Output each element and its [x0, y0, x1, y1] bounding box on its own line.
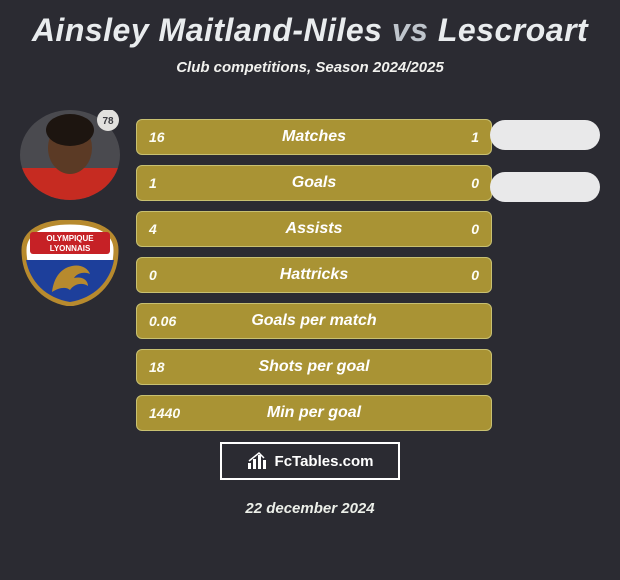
date-text: 22 december 2024	[0, 500, 620, 517]
stat-bars: 16 Matches 1 1 Goals 0 4 Assists 0 0 Hat…	[136, 119, 492, 441]
right-oblongs	[490, 120, 600, 224]
stat-row-min-per-goal: 1440 Min per goal	[136, 395, 492, 431]
page-title: Ainsley Maitland-Niles vs Lescroart	[0, 0, 620, 49]
svg-text:LYONNAIS: LYONNAIS	[50, 244, 91, 253]
stat-label: Assists	[137, 220, 491, 238]
brand-box: FcTables.com	[220, 442, 400, 480]
player2-name: Lescroart	[438, 12, 588, 48]
oblong-2	[490, 172, 600, 202]
stat-label: Matches	[137, 128, 491, 146]
brand-text: FcTables.com	[275, 453, 374, 470]
stat-label: Min per goal	[137, 404, 491, 422]
player1-avatar-svg: 78	[20, 110, 120, 200]
stat-row-goals: 1 Goals 0	[136, 165, 492, 201]
crest-svg: OLYMPIQUE LYONNAIS	[20, 220, 120, 306]
stat-row-hattricks: 0 Hattricks 0	[136, 257, 492, 293]
avatar-column: 78 OLYMPIQUE LYONNAIS	[20, 110, 120, 306]
player1-avatar: 78	[20, 110, 120, 200]
stat-label: Goals per match	[137, 312, 491, 330]
stat-label: Shots per goal	[137, 358, 491, 376]
oblong-1	[490, 120, 600, 150]
player2-crest: OLYMPIQUE LYONNAIS	[20, 220, 120, 306]
player1-name: Ainsley Maitland-Niles	[32, 12, 383, 48]
brand-bars-icon	[247, 451, 269, 471]
svg-text:78: 78	[102, 116, 114, 127]
stat-row-shots-per-goal: 18 Shots per goal	[136, 349, 492, 385]
stat-label: Goals	[137, 174, 491, 192]
stat-label: Hattricks	[137, 266, 491, 284]
stat-row-goals-per-match: 0.06 Goals per match	[136, 303, 492, 339]
vs-text: vs	[392, 12, 429, 48]
stat-row-assists: 4 Assists 0	[136, 211, 492, 247]
subtitle: Club competitions, Season 2024/2025	[0, 59, 620, 76]
stat-row-matches: 16 Matches 1	[136, 119, 492, 155]
svg-text:OLYMPIQUE: OLYMPIQUE	[46, 234, 94, 243]
